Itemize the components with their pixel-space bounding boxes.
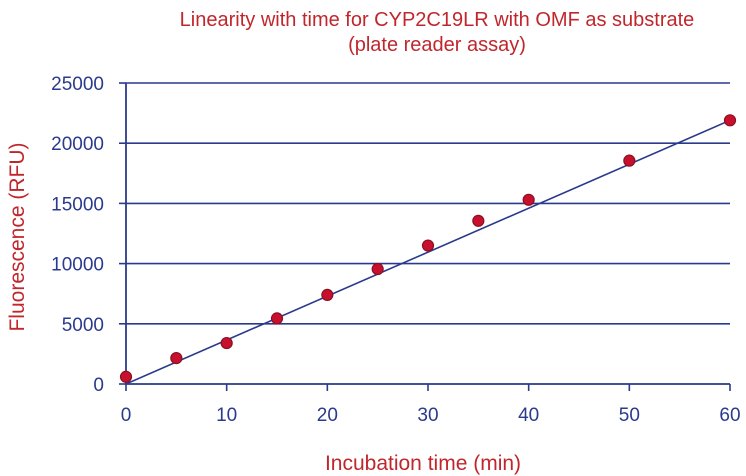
x-tick-label: 0 [121, 405, 132, 426]
data-point [371, 262, 384, 276]
x-tick-label: 10 [216, 405, 237, 426]
y-tick-label: 0 [93, 375, 104, 396]
trendline-line [125, 119, 731, 385]
data-point [220, 336, 233, 350]
data-point [421, 239, 435, 252]
x-axis-label: Incubation time (min) [325, 452, 521, 475]
data-point [723, 114, 737, 127]
y-tick-label: 20000 [51, 134, 104, 155]
data-point [472, 214, 485, 227]
x-tick-label: 20 [317, 405, 338, 426]
x-tick-labels: 0 10 20 30 40 50 60 [121, 405, 741, 426]
grid-lines [126, 82, 730, 325]
data-point [321, 288, 334, 302]
data-point [623, 154, 636, 167]
data-point [119, 370, 133, 383]
y-tick-label: 15000 [51, 194, 104, 215]
data-point [522, 193, 535, 206]
x-tick-label: 40 [518, 405, 539, 426]
y-tick-labels: 0 5000 10000 15000 20000 25000 [51, 74, 104, 396]
axes [119, 82, 731, 391]
y-tick-label: 25000 [51, 74, 104, 95]
data-points [119, 114, 737, 383]
chart-title: Linearity with time for CYP2C19LR with O… [180, 9, 695, 31]
y-tick-label: 5000 [62, 315, 104, 336]
trendline [125, 119, 731, 385]
x-tick-label: 50 [619, 405, 640, 426]
data-point [170, 352, 183, 365]
y-axis-label: Fluorescence (RFU) [6, 142, 29, 331]
data-point [270, 312, 284, 325]
chart-subtitle: (plate reader assay) [348, 34, 526, 56]
x-tick-label: 30 [417, 405, 438, 426]
y-tick-label: 10000 [51, 255, 104, 276]
x-tick-label: 60 [719, 405, 740, 426]
